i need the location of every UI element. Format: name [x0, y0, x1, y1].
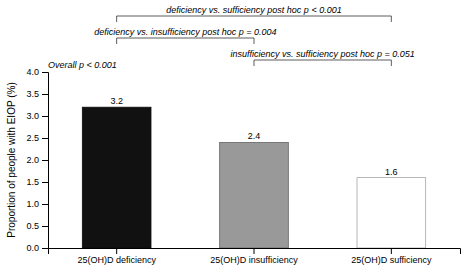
y-tick: 3.5: [26, 89, 48, 99]
tick-mark: [42, 138, 48, 139]
y-tick: 1.0: [26, 199, 48, 209]
tick-mark: [116, 248, 117, 254]
tick-label: 25(OH)D insufficiency: [210, 255, 298, 265]
annotations: Overall p < 0.001 deficiency vs. sufficie…: [48, 5, 415, 70]
chart: 0.0 0.5 1.0 1.5 2.0 2.5 3.0 3.5 4.0 25(OH)D defic…: [0, 0, 474, 276]
x-tick: 25(OH)D insufficiency: [210, 248, 298, 265]
y-tick: 1.5: [26, 177, 48, 187]
y-tick: 4.0: [26, 67, 48, 77]
bracket-line: [117, 38, 254, 39]
tick-mark: [391, 248, 392, 254]
bracket: [117, 38, 254, 44]
bracket-line: [254, 38, 255, 44]
tick-label: 1.5: [26, 177, 39, 187]
bars: [82, 107, 425, 248]
y-tick: 2.0: [26, 155, 48, 165]
tick-label: 25(OH)D sufficiency: [351, 255, 432, 265]
tick-label: 25(OH)D deficiency: [77, 255, 156, 265]
tick-label: 0.5: [26, 221, 39, 231]
y-tick: 0.5: [26, 221, 48, 231]
bar: [357, 178, 426, 248]
tick-label: 0.0: [26, 243, 39, 253]
tick-mark: [42, 72, 48, 73]
y-axis-title: Proportion of people with EIOP (%): [6, 82, 17, 237]
tick-mark: [42, 182, 48, 183]
tick-label: 4.0: [26, 67, 39, 77]
bracket-line: [254, 60, 255, 66]
axis-line: [49, 249, 461, 255]
tick-label: 2.0: [26, 155, 39, 165]
tick-mark: [42, 116, 48, 117]
tick-label: 3.0: [26, 111, 39, 121]
x-axis: 25(OH)D deficiency 25(OH)D insufficiency 2…: [49, 248, 461, 265]
bracket-line: [116, 16, 117, 22]
bracket-line: [391, 60, 392, 66]
tick-mark: [42, 204, 48, 205]
y-axis: 0.0 0.5 1.0 1.5 2.0 2.5 3.0 3.5 4.0: [26, 67, 48, 253]
tick-mark: [42, 226, 48, 227]
x-tick: 25(OH)D sufficiency: [351, 248, 432, 265]
y-tick: 3.0: [26, 111, 48, 121]
bracket: [254, 60, 391, 66]
annotation: Overall p < 0.001: [48, 60, 117, 70]
y-tick: 2.5: [26, 133, 48, 143]
bracket-line: [116, 38, 117, 44]
annotation: deficiency vs. insufficiency post hoc p …: [94, 27, 276, 37]
bracket-line: [117, 16, 392, 17]
tick-mark: [254, 248, 255, 254]
tick-mark: [42, 160, 48, 161]
tick-mark: [42, 94, 48, 95]
annotation: deficiency vs. sufficiency post hoc p < …: [166, 5, 341, 15]
annotation: insufficiency vs. sufficiency post hoc p…: [230, 49, 414, 59]
axis-line: [42, 73, 49, 249]
tick-mark: [42, 248, 48, 249]
data-label: 3.2: [110, 96, 123, 106]
bar: [220, 142, 289, 248]
bracket-line: [254, 60, 391, 61]
plot: 0.0 0.5 1.0 1.5 2.0 2.5 3.0 3.5 4.0 25(OH)D defic…: [26, 5, 460, 265]
bracket-line: [391, 16, 392, 22]
data-labels: 3.2 2.4 1.6: [110, 96, 397, 176]
bar: [82, 107, 151, 248]
y-tick: 0.0: [26, 243, 48, 253]
tick-label: 3.5: [26, 89, 39, 99]
tick-label: 1.0: [26, 199, 39, 209]
bracket: [117, 16, 392, 22]
x-tick: 25(OH)D deficiency: [77, 248, 156, 265]
data-label: 1.6: [385, 167, 398, 177]
tick-label: 2.5: [26, 133, 39, 143]
data-label: 2.4: [248, 131, 261, 141]
